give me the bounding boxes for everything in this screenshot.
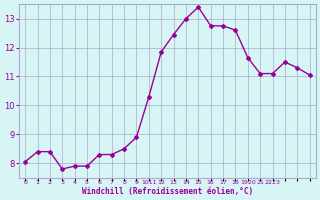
X-axis label: Windchill (Refroidissement éolien,°C): Windchill (Refroidissement éolien,°C): [82, 187, 253, 196]
